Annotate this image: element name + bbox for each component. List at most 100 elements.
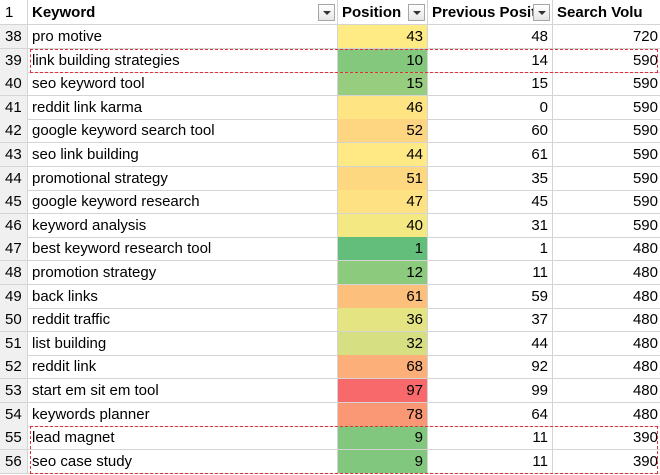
- search-volume-cell: 590: [553, 96, 660, 120]
- search-volume-cell: 480: [553, 355, 660, 380]
- keyword-cell: promotional strategy: [28, 166, 338, 191]
- search-volume-cell: 720: [553, 25, 660, 50]
- previous-position-cell: 64: [428, 402, 553, 427]
- search-volume-cell: 390: [553, 426, 660, 451]
- row-number: 1: [0, 0, 28, 25]
- position-cell: 61: [338, 284, 428, 309]
- previous-position-cell: 11: [428, 261, 553, 286]
- position-cell: 43: [338, 25, 428, 50]
- column-header: Keyword: [28, 0, 338, 25]
- previous-position-cell: 31: [428, 213, 553, 238]
- row-number: 51: [0, 331, 28, 356]
- row-number: 39: [0, 48, 28, 73]
- search-volume-cell: 590: [553, 167, 660, 191]
- position-cell: 44: [338, 143, 428, 168]
- row-number: 50: [0, 308, 28, 333]
- row-number: 53: [0, 379, 28, 404]
- keyword-cell: reddit link: [28, 355, 338, 380]
- position-cell: 10: [338, 48, 428, 73]
- search-volume-cell: 590: [553, 49, 660, 73]
- position-cell: 40: [338, 213, 428, 238]
- keyword-cell: lead magnet: [28, 426, 338, 451]
- previous-position-cell: 44: [428, 331, 553, 356]
- previous-position-cell: 92: [428, 355, 553, 380]
- previous-position-cell: 99: [428, 379, 553, 404]
- row-number: 54: [0, 402, 28, 427]
- position-cell: 97: [338, 379, 428, 404]
- keyword-cell: google keyword search tool: [28, 119, 338, 144]
- row-number: 41: [0, 95, 28, 120]
- position-cell: 12: [338, 261, 428, 286]
- previous-position-cell: 0: [428, 95, 553, 120]
- row-number: 55: [0, 426, 28, 451]
- previous-position-cell: 11: [428, 426, 553, 451]
- previous-position-cell: 59: [428, 284, 553, 309]
- row-number: 56: [0, 449, 28, 474]
- keyword-cell: google keyword research: [28, 190, 338, 215]
- position-cell: 36: [338, 308, 428, 333]
- keyword-cell: reddit link karma: [28, 95, 338, 120]
- search-volume-cell: 590: [553, 190, 660, 215]
- keyword-cell: keywords planner: [28, 402, 338, 427]
- search-volume-cell: 480: [553, 332, 660, 356]
- keyword-cell: promotion strategy: [28, 261, 338, 286]
- previous-position-cell: 11: [428, 449, 553, 474]
- keyword-cell: pro motive: [28, 25, 338, 50]
- row-number: 40: [0, 72, 28, 97]
- column-header: Previous Positi: [428, 0, 553, 25]
- position-cell: 52: [338, 119, 428, 144]
- previous-position-cell: 35: [428, 166, 553, 191]
- position-cell: 78: [338, 402, 428, 427]
- position-cell: 46: [338, 95, 428, 120]
- search-volume-cell: 590: [553, 72, 660, 97]
- position-cell: 1: [338, 237, 428, 262]
- previous-position-cell: 37: [428, 308, 553, 333]
- row-number: 38: [0, 25, 28, 50]
- keyword-cell: back links: [28, 284, 338, 309]
- search-volume-cell: 480: [553, 308, 660, 333]
- previous-position-cell: 1: [428, 237, 553, 262]
- search-volume-cell: 480: [553, 379, 660, 404]
- row-number: 46: [0, 213, 28, 238]
- keyword-cell: reddit traffic: [28, 308, 338, 333]
- position-cell: 15: [338, 72, 428, 97]
- row-number: 49: [0, 284, 28, 309]
- position-cell: 51: [338, 166, 428, 191]
- search-volume-cell: 590: [553, 214, 660, 238]
- filter-button[interactable]: [408, 4, 425, 21]
- keyword-cell: start em sit em tool: [28, 379, 338, 404]
- previous-position-cell: 45: [428, 190, 553, 215]
- keyword-cell: best keyword research tool: [28, 237, 338, 262]
- row-number: 42: [0, 119, 28, 144]
- row-number: 48: [0, 261, 28, 286]
- position-cell: 9: [338, 426, 428, 451]
- previous-position-cell: 14: [428, 48, 553, 73]
- search-volume-cell: 590: [553, 143, 660, 168]
- position-cell: 32: [338, 331, 428, 356]
- keyword-cell: keyword analysis: [28, 213, 338, 238]
- search-volume-cell: 590: [553, 119, 660, 144]
- position-cell: 68: [338, 355, 428, 380]
- previous-position-cell: 60: [428, 119, 553, 144]
- filter-button[interactable]: [318, 4, 335, 21]
- position-cell: 47: [338, 190, 428, 215]
- row-number: 47: [0, 237, 28, 262]
- position-cell: 9: [338, 449, 428, 474]
- keyword-cell: seo link building: [28, 143, 338, 168]
- keyword-cell: seo keyword tool: [28, 72, 338, 97]
- search-volume-cell: 390: [553, 450, 660, 474]
- keyword-cell: link building strategies: [28, 48, 338, 73]
- previous-position-cell: 61: [428, 143, 553, 168]
- keyword-cell: seo case study: [28, 449, 338, 474]
- column-header: Search Volu: [553, 0, 660, 25]
- row-number: 43: [0, 143, 28, 168]
- keyword-cell: list building: [28, 331, 338, 356]
- previous-position-cell: 48: [428, 25, 553, 50]
- row-number: 45: [0, 190, 28, 215]
- filter-button[interactable]: [533, 4, 550, 21]
- search-volume-cell: 480: [553, 237, 660, 262]
- row-number: 52: [0, 355, 28, 380]
- previous-position-cell: 15: [428, 72, 553, 97]
- row-number: 44: [0, 166, 28, 191]
